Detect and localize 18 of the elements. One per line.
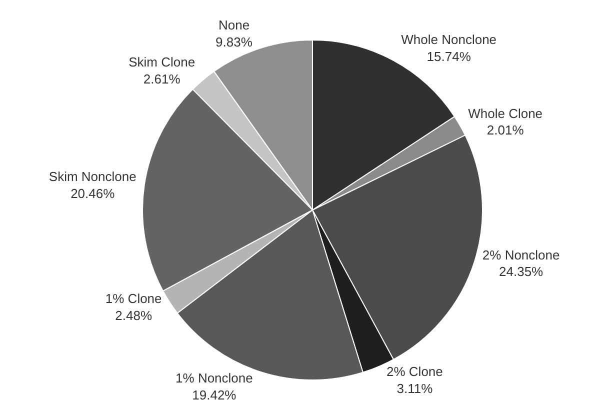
slice-label: 2% Clone: [386, 364, 443, 380]
slice-label: Skim Nonclone: [48, 168, 136, 184]
data-label: 3.11%: [396, 381, 434, 396]
data-label: 2.48%: [115, 308, 152, 323]
slice-label: 2% Nonclone: [482, 247, 560, 262]
slice-label: 1% Clone: [105, 291, 162, 306]
data-label: 24.35%: [499, 264, 544, 280]
slice-label: Whole Nonclone: [401, 32, 497, 48]
slice-label: Skim Clone: [128, 54, 196, 70]
slice-label: None: [218, 18, 250, 33]
data-label: 19.42%: [192, 387, 237, 402]
slice-label: Whole Clone: [468, 106, 543, 121]
slice-label: 1% Nonclone: [176, 370, 253, 386]
data-label: 15.74%: [426, 48, 472, 64]
data-label: 9.83%: [216, 34, 253, 50]
data-label: 2.01%: [486, 122, 524, 138]
data-label: 2.61%: [143, 72, 181, 87]
data-label: 20.46%: [70, 186, 116, 201]
